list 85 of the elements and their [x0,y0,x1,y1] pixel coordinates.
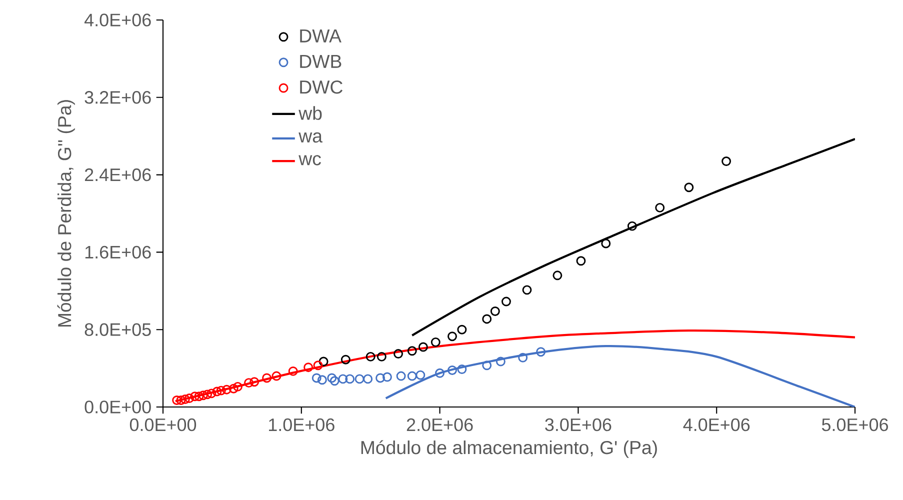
point [576,256,586,266]
point [430,337,440,347]
point [366,352,376,362]
point [206,388,216,398]
point [233,382,242,392]
x-tick-label: 3.0E+06 [545,418,612,432]
point [448,332,457,342]
point [382,372,392,382]
point [457,324,467,334]
point [502,296,511,306]
point [407,371,417,381]
point [318,356,328,366]
y-tick-label: 8.0E+05 [84,323,151,336]
point [363,374,373,384]
legend-label: DWA [300,29,342,42]
point [190,392,200,402]
x-tick-label: 4.0E+06 [683,418,750,432]
point [340,354,350,364]
y-tick-label: 4.0E+06 [84,14,151,26]
legend-label: DWB [300,54,342,68]
point [601,238,611,248]
point [304,362,314,372]
legend-label: DWC [300,80,342,94]
point [627,221,637,231]
point [684,182,694,192]
point [262,373,272,383]
point [435,368,445,378]
legend-label: wc [298,155,321,166]
point [448,366,457,375]
point [198,390,208,400]
point [312,373,322,383]
point [180,394,190,404]
point [394,349,404,359]
line-series [411,138,856,336]
point [396,371,406,381]
y-axis-title: Módulo de Perdida, G'' (Pa) [57,100,75,327]
y-tick-label: 0.0E+00 [84,400,151,414]
point [722,156,732,166]
point [212,386,222,396]
point [172,395,182,405]
point [176,395,186,405]
point [202,390,212,400]
point [222,384,232,394]
line-series [174,329,856,402]
point [457,364,467,374]
y-tick-label: 1.6E+06 [85,246,151,259]
point [330,376,340,386]
point [345,374,355,384]
point [536,347,546,357]
x-tick-label: 0.0E+00 [130,418,196,432]
point [518,352,528,362]
point [490,306,500,316]
legend-label: wb [298,106,322,120]
point [327,373,337,383]
point [288,366,298,376]
point [354,374,364,384]
point [655,202,665,212]
point [496,356,506,366]
point [482,360,492,370]
point [228,384,238,394]
point [376,373,386,383]
point [416,370,426,380]
point [313,360,323,370]
point [244,378,254,388]
x-axis-title: Módulo de almacenamiento, G' (Pa) [361,440,657,458]
point [552,270,562,280]
x-tick-label: 5.0E+06 [822,418,888,432]
y-tick-label: 2.4E+06 [84,168,151,182]
point [522,285,532,295]
point [272,371,282,381]
point [250,377,260,387]
point [407,346,417,356]
point [482,314,492,324]
y-tick-label: 3.2E+06 [84,91,151,104]
point [216,386,226,396]
x-tick-label: 2.0E+06 [406,418,473,432]
point [338,374,348,384]
point [184,394,194,404]
point [418,342,428,352]
point [376,352,386,362]
legend-label: wa [298,132,322,143]
point [194,392,204,402]
line-series [384,344,856,407]
point [317,375,327,385]
x-tick-label: 1.0E+06 [269,418,334,432]
